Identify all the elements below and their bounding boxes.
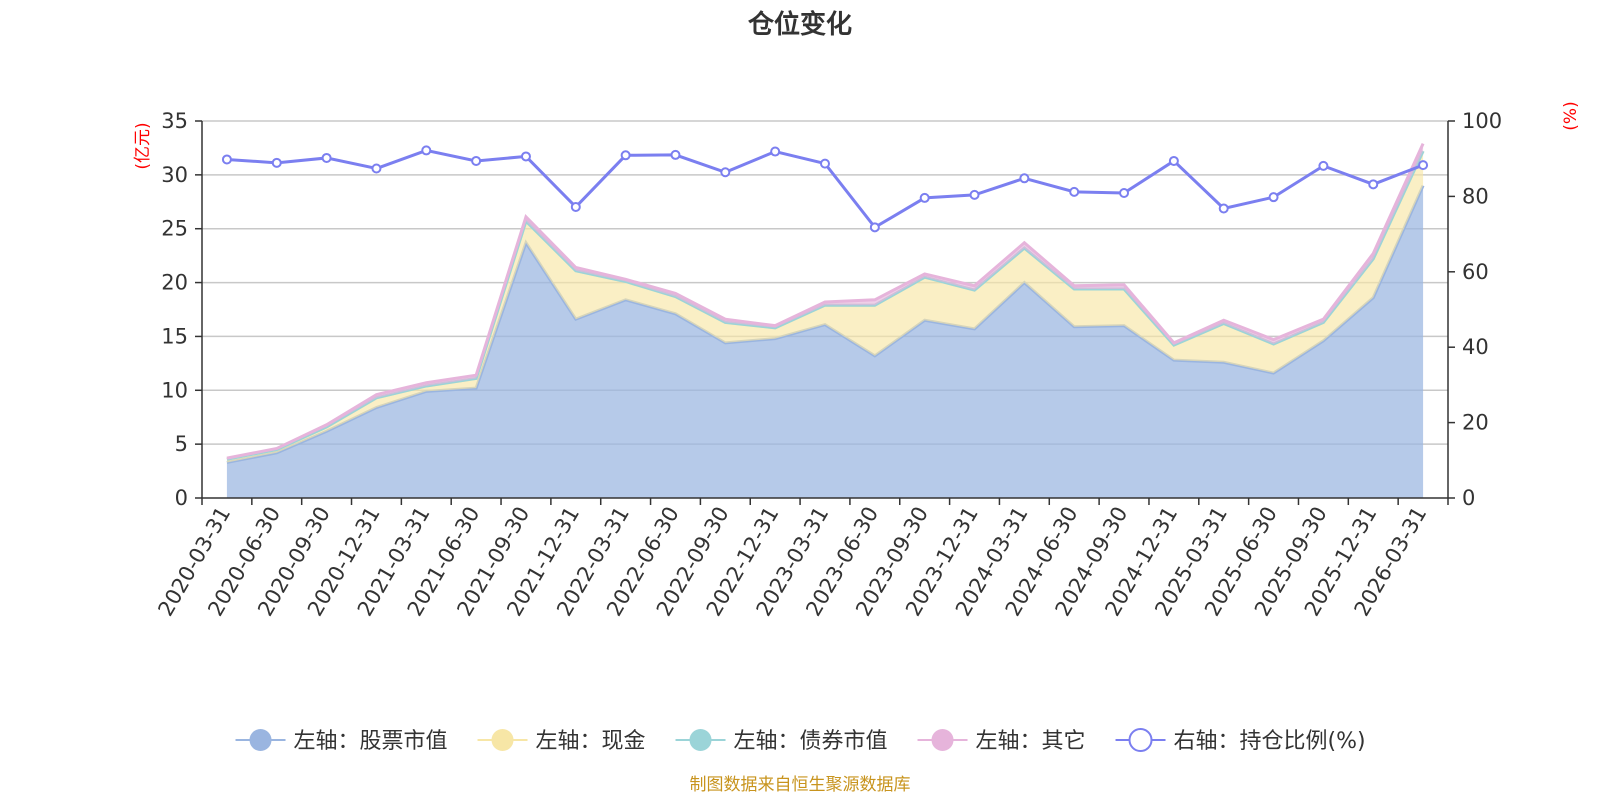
ratio-point xyxy=(1268,192,1279,203)
right-tick-label: 60 xyxy=(1462,260,1489,284)
left-tick-label: 15 xyxy=(161,324,188,348)
legend-marker xyxy=(931,729,954,751)
legend-item: 左轴：现金 xyxy=(477,729,646,754)
left-tick-label: 35 xyxy=(161,109,188,133)
legend-label: 左轴：股票市值 xyxy=(294,729,448,754)
ratio-line xyxy=(221,145,1429,233)
legend-label: 左轴：其它 xyxy=(976,729,1086,754)
ratio-point xyxy=(969,189,980,200)
right-tick-label: 40 xyxy=(1462,335,1489,359)
left-tick-label: 30 xyxy=(161,163,188,187)
ratio-point xyxy=(919,192,930,203)
legend-marker xyxy=(249,729,272,751)
legend-item: 右轴：持仓比例(%) xyxy=(1115,728,1366,754)
area-0 xyxy=(226,185,1424,498)
ratio-point xyxy=(421,145,432,156)
ratio-point xyxy=(620,150,631,161)
area-edge-3 xyxy=(226,143,1425,460)
left-tick-label: 25 xyxy=(161,217,188,241)
ratio-point xyxy=(1019,173,1030,184)
ratio-point xyxy=(520,151,531,162)
chart-title: 仓位变化 xyxy=(747,9,852,40)
left-tick-label: 0 xyxy=(175,486,188,510)
ratio-point xyxy=(1168,155,1179,166)
ratio-point xyxy=(570,201,581,212)
ratio-point xyxy=(1368,179,1379,190)
ratio-point xyxy=(720,167,731,178)
ratio-point xyxy=(271,157,282,168)
right-tick-label: 100 xyxy=(1462,109,1502,133)
ratio-point xyxy=(321,152,332,163)
legend-label: 右轴：持仓比例(%) xyxy=(1174,729,1366,754)
ratio-point xyxy=(670,149,681,160)
ratio-point xyxy=(1418,160,1429,171)
stacked-areas xyxy=(226,143,1425,498)
left-tick-label: 10 xyxy=(161,378,188,402)
ratio-point xyxy=(869,222,880,233)
ratio-point xyxy=(1069,186,1080,197)
legend-item: 左轴：股票市值 xyxy=(235,729,448,754)
legend-marker xyxy=(689,729,712,751)
ratio-point xyxy=(1119,188,1130,199)
legend-marker xyxy=(1128,728,1153,752)
ratio-point xyxy=(471,155,482,166)
right-tick-label: 20 xyxy=(1462,411,1489,435)
legend-marker xyxy=(491,729,514,751)
left-tick-label: 5 xyxy=(175,432,188,456)
ratio-point xyxy=(221,154,232,165)
ratio-point xyxy=(1218,203,1229,214)
left-tick-label: 20 xyxy=(161,271,188,295)
right-axis-unit: (%) xyxy=(1561,101,1581,130)
ratio-point xyxy=(371,163,382,174)
source-note: 制图数据来自恒生聚源数据库 xyxy=(690,775,911,795)
right-tick-label: 0 xyxy=(1462,486,1475,510)
legend-label: 左轴：现金 xyxy=(536,729,646,754)
right-tick-label: 80 xyxy=(1462,184,1489,208)
legend-item: 左轴：债券市值 xyxy=(675,729,888,754)
legend: 左轴：股票市值 左轴：现金 左轴：债券市值 左轴：其它 右轴：持仓比例(%) xyxy=(235,728,1366,754)
legend-label: 左轴：债券市值 xyxy=(734,729,888,754)
left-axis-unit: (亿元) xyxy=(133,122,153,169)
ratio-point xyxy=(820,158,830,169)
ratio-point xyxy=(1318,160,1329,171)
ratio-point xyxy=(770,146,781,157)
legend-item: 左轴：其它 xyxy=(917,729,1086,754)
